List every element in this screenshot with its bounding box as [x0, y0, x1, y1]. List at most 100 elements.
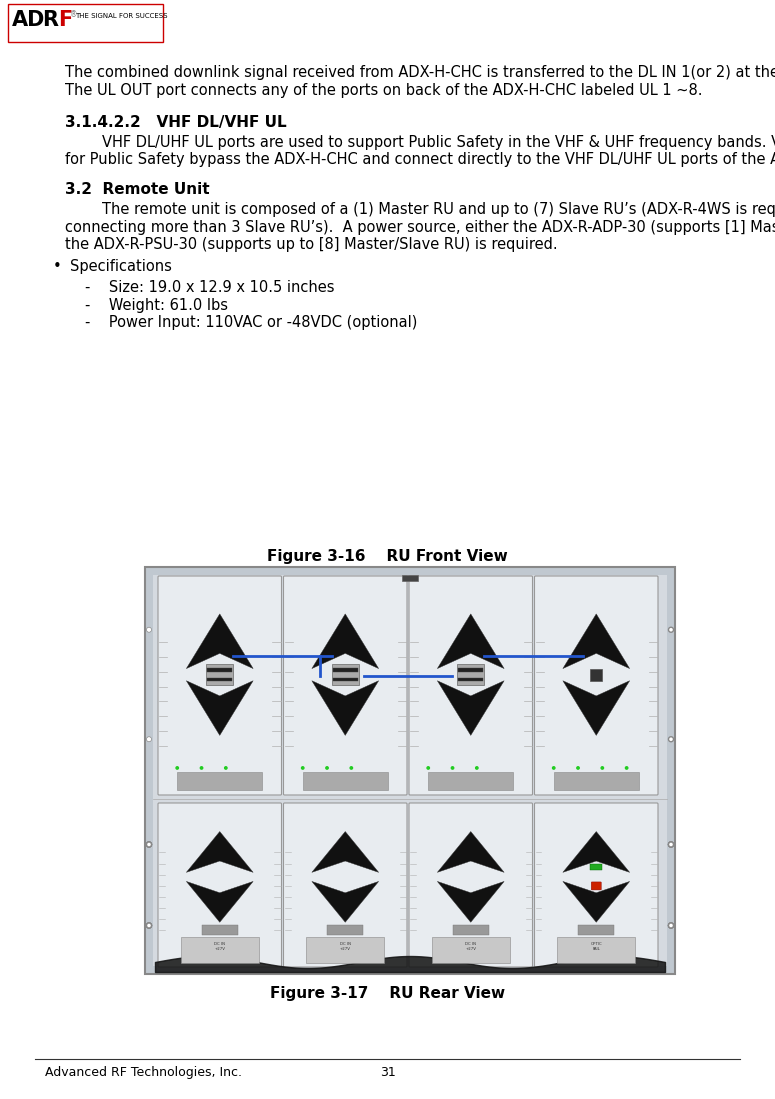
- Text: Figure 3-17    RU Rear View: Figure 3-17 RU Rear View: [270, 986, 505, 1001]
- Circle shape: [669, 628, 673, 632]
- Text: OPTIC
FAIL: OPTIC FAIL: [591, 942, 602, 951]
- Circle shape: [553, 767, 555, 769]
- Polygon shape: [437, 832, 505, 873]
- FancyBboxPatch shape: [458, 668, 483, 671]
- FancyBboxPatch shape: [284, 803, 407, 967]
- FancyBboxPatch shape: [153, 575, 667, 966]
- Circle shape: [350, 767, 353, 769]
- Circle shape: [427, 767, 429, 769]
- Polygon shape: [563, 832, 629, 873]
- Text: VHF DL/UHF UL ports are used to support Public Safety in the VHF & UHF frequency: VHF DL/UHF UL ports are used to support …: [65, 134, 775, 149]
- Polygon shape: [437, 680, 505, 735]
- Polygon shape: [563, 680, 629, 735]
- FancyBboxPatch shape: [557, 936, 636, 963]
- Circle shape: [601, 767, 604, 769]
- Text: -    Size: 19.0 x 12.9 x 10.5 inches: - Size: 19.0 x 12.9 x 10.5 inches: [85, 280, 335, 295]
- Text: THE SIGNAL FOR SUCCESS: THE SIGNAL FOR SUCCESS: [75, 13, 167, 19]
- Polygon shape: [186, 881, 253, 922]
- Text: connecting more than 3 Slave RU’s).  A power source, either the ADX-R-ADP-30 (su: connecting more than 3 Slave RU’s). A po…: [65, 220, 775, 234]
- Circle shape: [146, 842, 151, 847]
- Polygon shape: [563, 614, 629, 668]
- FancyBboxPatch shape: [591, 864, 602, 870]
- Circle shape: [451, 767, 453, 769]
- Polygon shape: [312, 680, 379, 735]
- Circle shape: [669, 842, 673, 847]
- Text: F: F: [58, 10, 72, 30]
- FancyBboxPatch shape: [303, 773, 388, 790]
- Text: 3.2  Remote Unit: 3.2 Remote Unit: [65, 182, 209, 197]
- Circle shape: [669, 736, 673, 742]
- FancyBboxPatch shape: [208, 668, 232, 671]
- FancyBboxPatch shape: [306, 936, 384, 963]
- Circle shape: [146, 842, 151, 847]
- Text: the ADX-R-PSU-30 (supports up to [8] Master/Slave RU) is required.: the ADX-R-PSU-30 (supports up to [8] Mas…: [65, 237, 558, 252]
- Circle shape: [476, 767, 478, 769]
- Text: ®: ®: [70, 10, 78, 19]
- Circle shape: [625, 767, 628, 769]
- Circle shape: [146, 923, 151, 928]
- FancyBboxPatch shape: [409, 803, 532, 967]
- FancyBboxPatch shape: [535, 576, 658, 795]
- Text: 3.1.4.2.2   VHF DL/VHF UL: 3.1.4.2.2 VHF DL/VHF UL: [65, 114, 287, 130]
- FancyBboxPatch shape: [158, 576, 281, 795]
- FancyBboxPatch shape: [453, 925, 489, 935]
- Text: Specifications: Specifications: [70, 259, 172, 274]
- Text: -    Weight: 61.0 lbs: - Weight: 61.0 lbs: [85, 298, 228, 312]
- Circle shape: [669, 842, 673, 847]
- FancyBboxPatch shape: [591, 668, 602, 680]
- FancyBboxPatch shape: [202, 925, 238, 935]
- Circle shape: [669, 842, 673, 847]
- Text: R: R: [42, 10, 58, 30]
- Circle shape: [176, 767, 178, 769]
- Circle shape: [225, 767, 227, 769]
- Circle shape: [146, 923, 151, 928]
- FancyBboxPatch shape: [535, 803, 658, 967]
- Circle shape: [146, 628, 151, 632]
- Polygon shape: [186, 614, 253, 668]
- Text: The UL OUT port connects any of the ports on back of the ADX-H-CHC labeled UL 1 : The UL OUT port connects any of the port…: [65, 82, 702, 98]
- Polygon shape: [312, 614, 379, 668]
- Text: The combined downlink signal received from ADX-H-CHC is transferred to the DL IN: The combined downlink signal received fr…: [65, 65, 775, 80]
- FancyBboxPatch shape: [206, 664, 233, 686]
- Text: for Public Safety bypass the ADX-H-CHC and connect directly to the VHF DL/UHF UL: for Public Safety bypass the ADX-H-CHC a…: [65, 152, 775, 167]
- Polygon shape: [563, 881, 629, 922]
- FancyBboxPatch shape: [181, 936, 259, 963]
- Circle shape: [669, 923, 673, 928]
- Polygon shape: [437, 614, 505, 668]
- FancyBboxPatch shape: [332, 664, 359, 686]
- Circle shape: [669, 842, 673, 847]
- FancyBboxPatch shape: [429, 773, 513, 790]
- Polygon shape: [312, 832, 379, 873]
- Circle shape: [669, 923, 673, 928]
- FancyBboxPatch shape: [591, 881, 601, 890]
- Circle shape: [669, 923, 673, 928]
- FancyBboxPatch shape: [284, 576, 407, 795]
- Circle shape: [669, 923, 673, 928]
- Circle shape: [146, 923, 151, 928]
- Text: -    Power Input: 110VAC or -48VDC (optional): - Power Input: 110VAC or -48VDC (optiona…: [85, 315, 418, 330]
- FancyBboxPatch shape: [553, 773, 639, 790]
- Text: Figure 3-16    RU Front View: Figure 3-16 RU Front View: [267, 550, 508, 564]
- FancyBboxPatch shape: [333, 677, 357, 681]
- Polygon shape: [312, 881, 379, 922]
- FancyBboxPatch shape: [578, 925, 615, 935]
- FancyBboxPatch shape: [145, 567, 675, 974]
- Text: 31: 31: [380, 1066, 395, 1079]
- FancyBboxPatch shape: [432, 936, 510, 963]
- FancyBboxPatch shape: [333, 668, 357, 671]
- Polygon shape: [186, 680, 253, 735]
- Text: The remote unit is composed of a (1) Master RU and up to (7) Slave RU’s (ADX-R-4: The remote unit is composed of a (1) Mas…: [65, 202, 775, 217]
- FancyBboxPatch shape: [457, 664, 484, 686]
- Circle shape: [301, 767, 304, 769]
- Circle shape: [146, 736, 151, 742]
- Circle shape: [146, 842, 151, 847]
- Text: DC IN
+27V: DC IN +27V: [465, 942, 477, 951]
- Text: AD: AD: [12, 10, 46, 30]
- FancyBboxPatch shape: [208, 677, 232, 681]
- Text: •: •: [53, 259, 62, 274]
- Polygon shape: [186, 832, 253, 873]
- FancyBboxPatch shape: [8, 4, 163, 42]
- FancyBboxPatch shape: [402, 575, 418, 581]
- Circle shape: [146, 923, 151, 928]
- Text: Advanced RF Technologies, Inc.: Advanced RF Technologies, Inc.: [45, 1066, 242, 1079]
